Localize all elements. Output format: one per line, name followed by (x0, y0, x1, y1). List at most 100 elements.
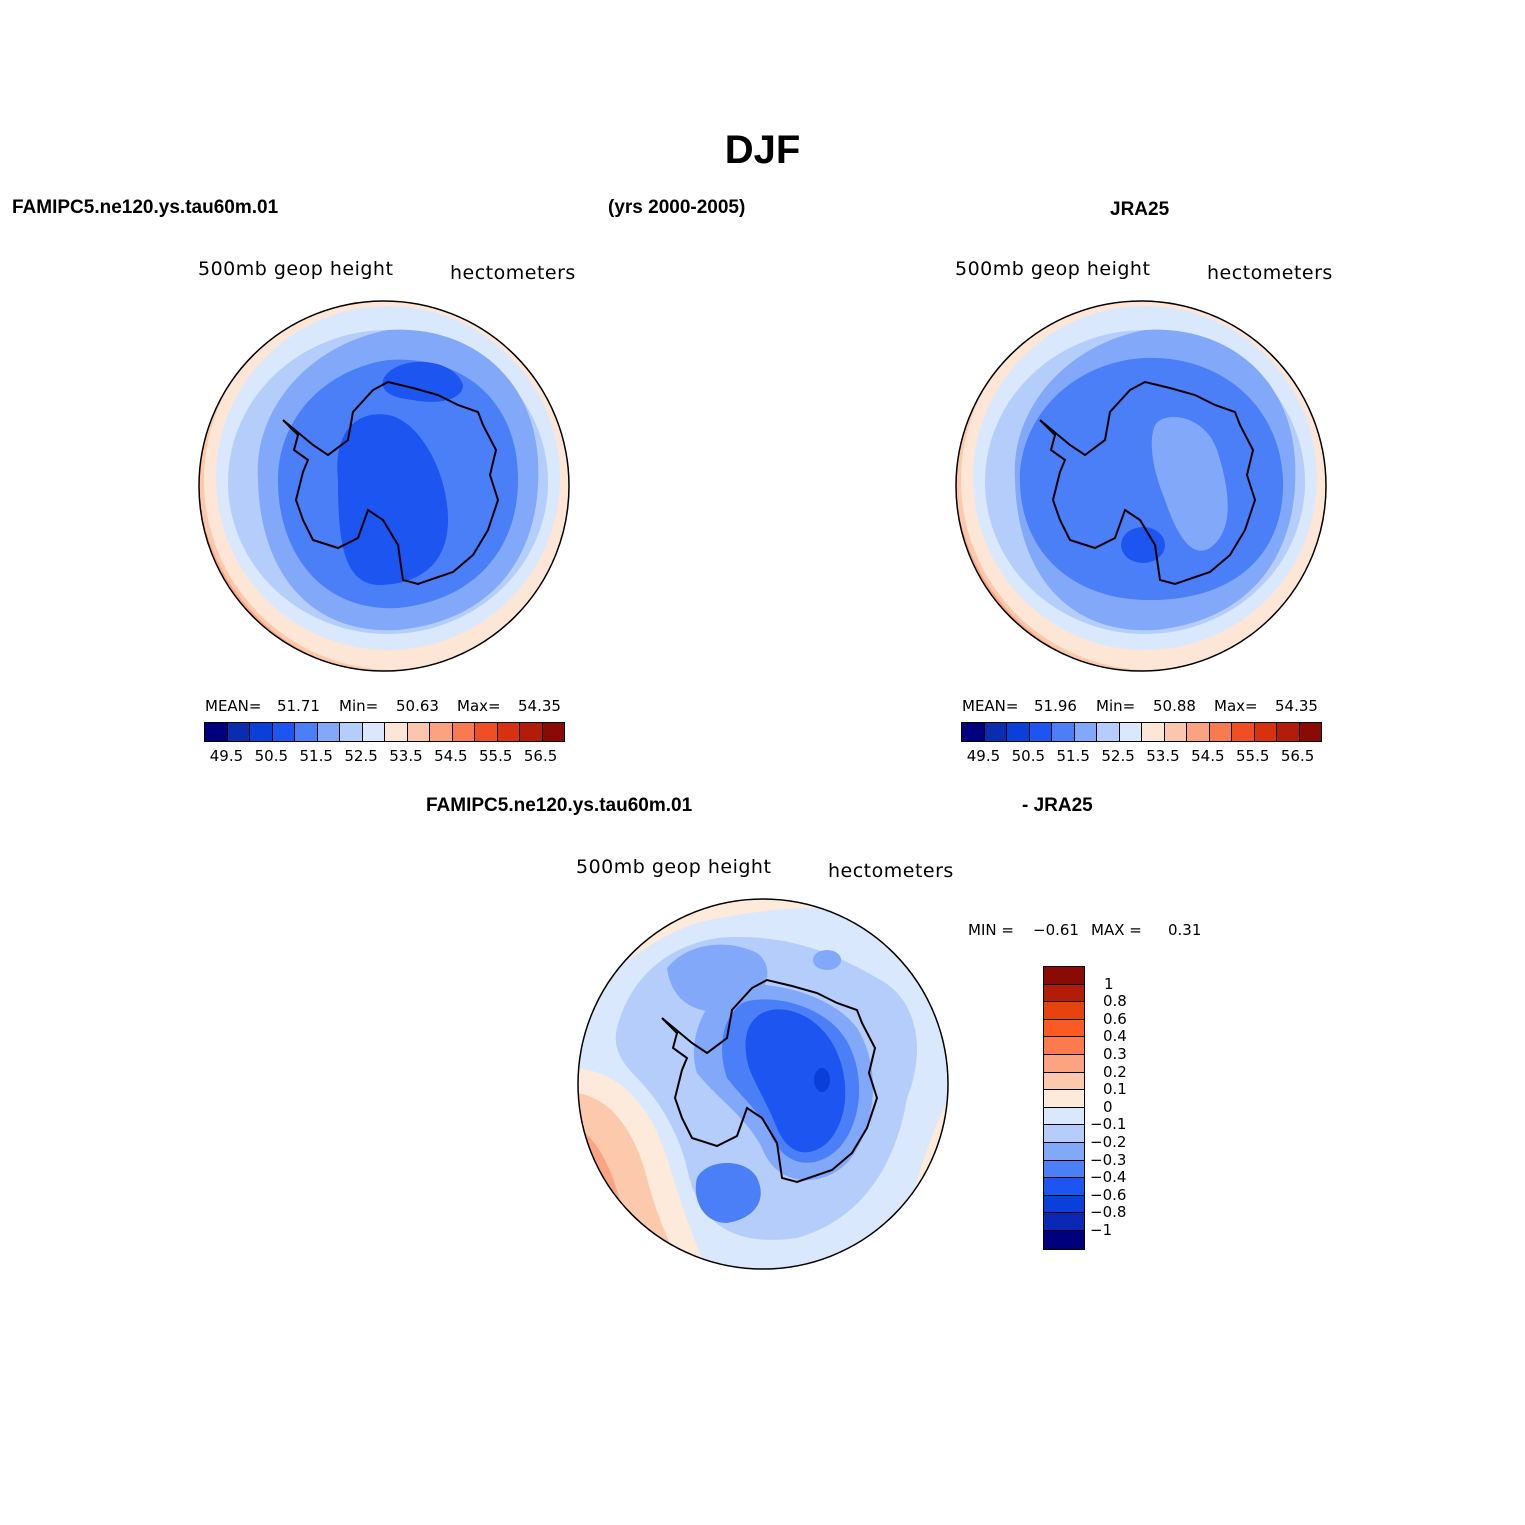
colorbar-swatch (1232, 723, 1255, 741)
colorbar-tick-label: 52.5 (1101, 747, 1135, 765)
colorbar-swatch (1097, 723, 1120, 741)
colorbar-tick-label: 0.2 (1103, 1062, 1127, 1081)
colorbar-swatch (1044, 1160, 1084, 1179)
colorbar-swatch (1187, 723, 1210, 741)
obs-variable-label: 500mb geop height (955, 258, 1151, 280)
obs-min-label: Min= (1096, 697, 1136, 715)
colorbar-swatch (1044, 1019, 1084, 1038)
colorbar-tick-label: 0.8 (1103, 992, 1127, 1011)
diff-units-label: hectometers (828, 860, 954, 882)
colorbar-tick-label: −0.3 (1090, 1150, 1127, 1169)
colorbar-tick-label: 52.5 (344, 747, 378, 765)
colorbar-swatch (272, 723, 295, 741)
colorbar-swatch (984, 723, 1007, 741)
colorbar-swatch (362, 723, 385, 741)
colorbar-tick-label: −1 (1090, 1221, 1113, 1239)
diff-min-label: MIN = (968, 921, 1014, 939)
colorbar-swatch (205, 723, 228, 741)
colorbar-tick-label: 55.5 (1235, 747, 1270, 765)
colorbar-swatch (1209, 723, 1232, 741)
colorbar-tick-label: −0.6 (1090, 1185, 1127, 1204)
diff-variable-label: 500mb geop height (576, 856, 772, 878)
colorbar-swatch (1044, 967, 1084, 985)
colorbar-swatch (250, 723, 273, 741)
colorbar-swatch (542, 723, 564, 741)
obs-case-title: JRA25 (1110, 199, 1170, 220)
diff-min-value: −0.61 (1033, 921, 1079, 939)
colorbar-swatch (1142, 723, 1165, 741)
diff-max-value: 0.31 (1168, 921, 1202, 939)
model-polar-map (198, 300, 570, 672)
colorbar-tick-label: 54.5 (434, 747, 468, 765)
colorbar-swatch (1044, 1213, 1084, 1231)
model-units-label: hectometers (450, 262, 576, 284)
model-mean-value: 51.71 (277, 697, 320, 715)
colorbar-swatch (1044, 1230, 1084, 1249)
diff-obs-title: - JRA25 (1022, 795, 1093, 816)
colorbar-swatch (1164, 723, 1187, 741)
colorbar-tick-label: 0.6 (1103, 1009, 1127, 1028)
colorbar-tick-label: 51.5 (299, 747, 333, 765)
obs-max-value: 54.35 (1275, 697, 1318, 715)
colorbar-swatch (1044, 1037, 1084, 1055)
main-title: DJF (724, 128, 801, 172)
colorbar-swatch (1044, 1072, 1084, 1091)
model-mean-label: MEAN= (205, 697, 262, 715)
colorbar-swatch (1254, 723, 1277, 741)
colorbar-swatch (475, 723, 498, 741)
colorbar-swatch (1044, 1178, 1084, 1196)
obs-mean-value: 51.96 (1034, 697, 1077, 715)
obs-colorbar (961, 722, 1322, 742)
colorbar-tick-label: 0.3 (1103, 1045, 1127, 1063)
colorbar-tick-label: 0 (1103, 1097, 1113, 1116)
colorbar-tick-label: 53.5 (1146, 747, 1180, 765)
colorbar-tick-label: 0.1 (1103, 1080, 1127, 1099)
model-case-title: FAMIPC5.ne120.ys.tau60m.01 (12, 197, 279, 218)
diff-max-label: MAX = (1091, 921, 1142, 939)
colorbar-tick-label: 55.5 (478, 747, 513, 765)
colorbar-swatch (1119, 723, 1142, 741)
colorbar-swatch (430, 723, 453, 741)
colorbar-swatch (1044, 1090, 1084, 1108)
colorbar-swatch (1044, 1107, 1084, 1126)
model-min-label: Min= (339, 697, 379, 715)
colorbar-swatch (1044, 984, 1084, 1003)
colorbar-tick-label: −0.8 (1090, 1203, 1127, 1222)
obs-polar-map (955, 300, 1327, 672)
colorbar-tick-label: −0.4 (1090, 1168, 1127, 1187)
diff-model-title: FAMIPC5.ne120.ys.tau60m.01 (426, 795, 693, 816)
obs-units-label: hectometers (1207, 262, 1333, 284)
colorbar-swatch (962, 723, 985, 741)
model-variable-label: 500mb geop height (198, 258, 394, 280)
model-max-label: Max= (457, 697, 501, 715)
colorbar-swatch (340, 723, 363, 741)
colorbar-tick-label: 50.5 (254, 747, 289, 765)
colorbar-swatch (227, 723, 250, 741)
model-min-value: 50.63 (396, 697, 439, 715)
colorbar-swatch (1299, 723, 1321, 741)
diff-polar-map (577, 898, 949, 1270)
colorbar-swatch (385, 723, 408, 741)
colorbar-swatch (1007, 723, 1030, 741)
colorbar-swatch (497, 723, 520, 741)
colorbar-tick-label: 0.4 (1103, 1027, 1127, 1046)
colorbar-swatch (407, 723, 430, 741)
colorbar-swatch (317, 723, 340, 741)
colorbar-swatch (295, 723, 318, 741)
obs-min-value: 50.88 (1153, 697, 1196, 715)
colorbar-swatch (1044, 1054, 1084, 1073)
obs-max-label: Max= (1214, 697, 1258, 715)
colorbar-tick-label: 1 (1104, 974, 1114, 993)
colorbar-tick-label: 56.5 (523, 747, 558, 765)
colorbar-tick-label: 49.5 (209, 747, 244, 765)
colorbar-swatch (1044, 1125, 1084, 1143)
colorbar-tick-label: 49.5 (966, 747, 1001, 765)
colorbar-tick-label: 50.5 (1011, 747, 1046, 765)
obs-mean-label: MEAN= (962, 697, 1019, 715)
colorbar-tick-label: 54.5 (1191, 747, 1225, 765)
colorbar-tick-label: 53.5 (389, 747, 423, 765)
model-max-value: 54.35 (518, 697, 561, 715)
colorbar-swatch (520, 723, 543, 741)
colorbar-swatch (1044, 1142, 1084, 1161)
colorbar-tick-label: −0.1 (1090, 1115, 1127, 1134)
